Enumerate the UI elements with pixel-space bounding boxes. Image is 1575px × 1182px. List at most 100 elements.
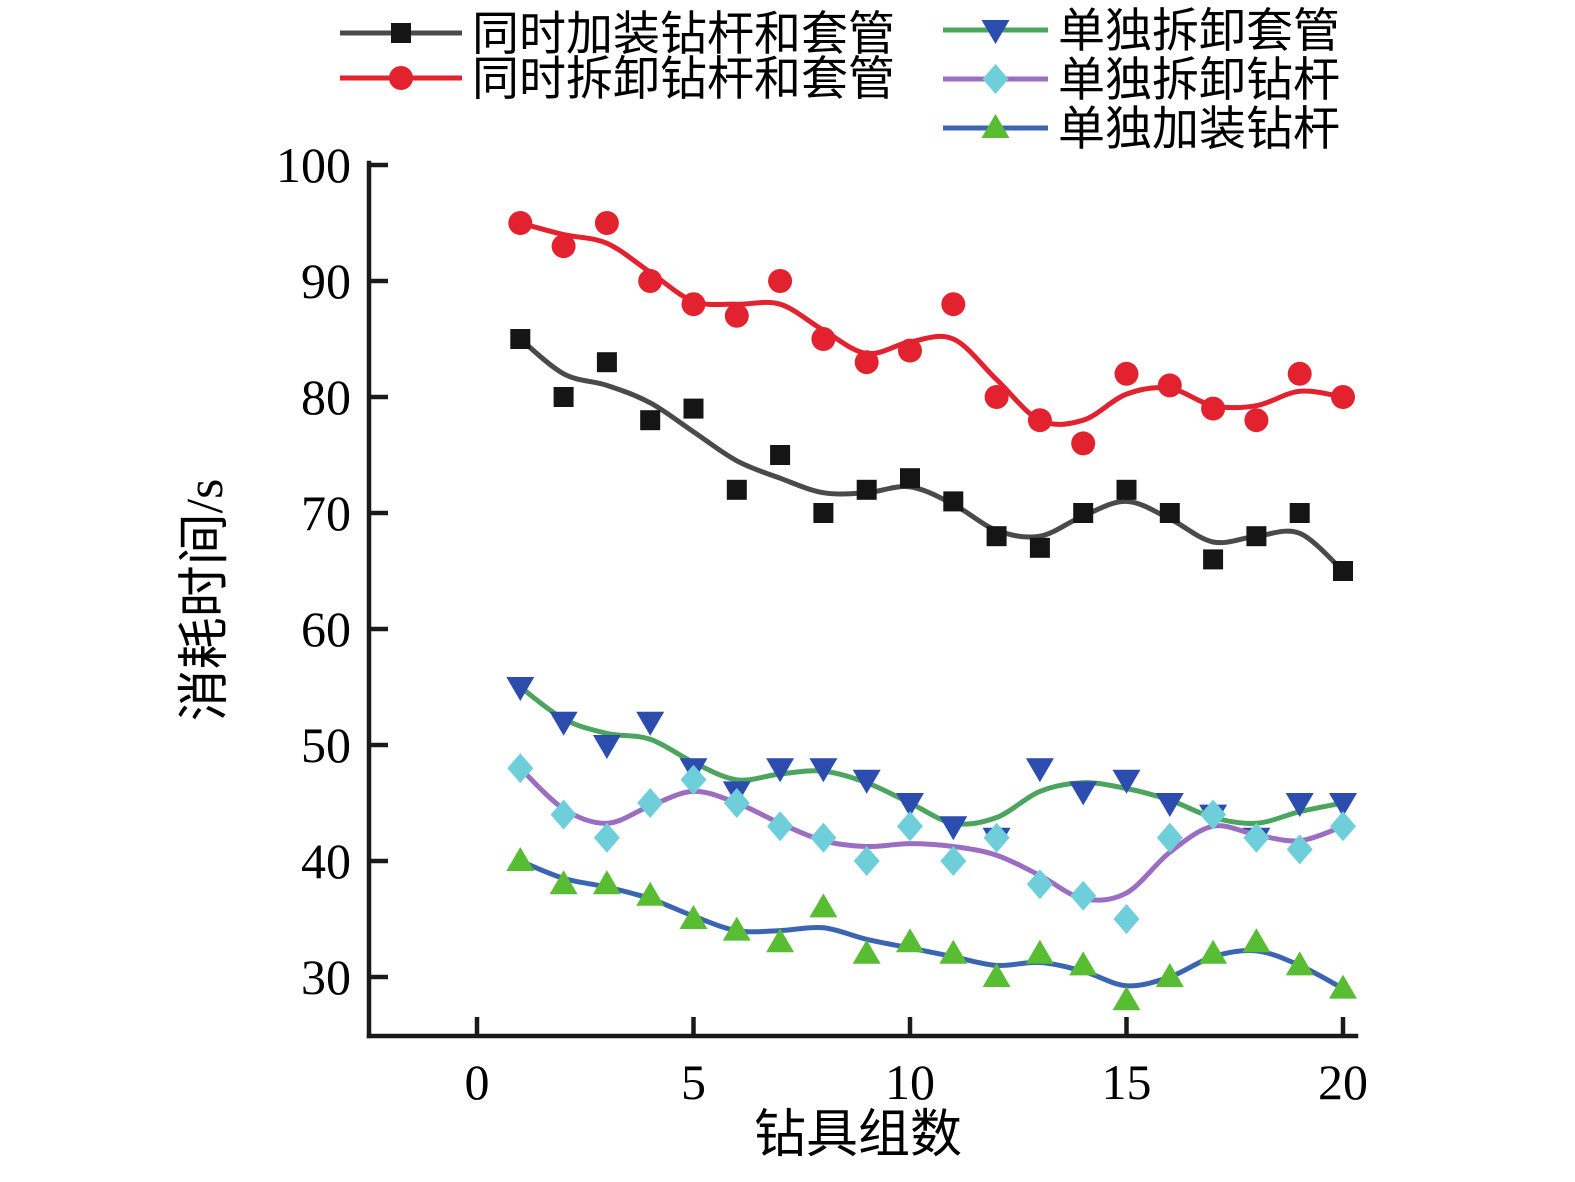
circle-marker [594, 211, 619, 235]
triangle-down-marker [766, 758, 795, 783]
x-tick-label: 20 [1318, 1054, 1368, 1110]
square-marker [770, 445, 791, 465]
circle-marker [1071, 431, 1096, 456]
legend-item-1: 同时拆卸钻杆和套管 [340, 54, 895, 106]
legend-item-2: 单独拆卸套管 [943, 6, 1340, 58]
y-tick-label: 30 [301, 949, 351, 1005]
circle-marker [1201, 396, 1226, 421]
triangle-up-marker [1329, 974, 1357, 999]
triangle-up-marker [1069, 951, 1098, 976]
circle-marker [551, 234, 576, 259]
triangle-up-marker [636, 881, 665, 906]
diamond-marker [897, 811, 923, 842]
circle-marker [1114, 361, 1139, 386]
triangle-down-marker [852, 769, 881, 794]
triangle-up-marker [1199, 939, 1228, 964]
triangle-up-marker [1112, 986, 1141, 1011]
diamond-marker [723, 788, 750, 818]
triangle-up-marker [896, 928, 924, 953]
x-tick-label: 0 [465, 1054, 490, 1110]
triangle-down-marker [1069, 781, 1098, 806]
square-marker [596, 352, 617, 373]
square-marker [683, 398, 704, 419]
circle-marker [638, 269, 663, 293]
legend-label: 单独拆卸套管 [1058, 6, 1340, 58]
triangle-down-marker [981, 20, 1010, 44]
x-axis-title: 钻具组数 [754, 1107, 962, 1164]
legend-label: 同时拆卸钻杆和套管 [472, 54, 895, 106]
legend-item-3: 单独拆卸钻杆 [943, 55, 1340, 107]
legend-label: 同时加装钻杆和套管 [472, 9, 895, 61]
circle-marker [508, 211, 533, 235]
circle-marker [1244, 408, 1269, 433]
square-marker [900, 468, 920, 489]
series-group [506, 211, 1357, 1011]
diamond-marker [767, 811, 794, 842]
square-marker [726, 479, 747, 500]
diamond-marker [1200, 799, 1227, 830]
series-line-1 [517, 220, 1346, 427]
diamond-marker [853, 846, 880, 876]
y-tick-label: 50 [301, 717, 351, 773]
triangle-up-marker [1155, 963, 1184, 987]
square-marker [943, 491, 964, 512]
circle-marker [811, 327, 836, 351]
triangle-down-marker [549, 711, 578, 736]
circle-marker [1331, 385, 1355, 409]
circle-marker [984, 385, 1009, 409]
square-marker [1159, 503, 1180, 523]
diamond-marker [1156, 822, 1183, 853]
circle-marker [1157, 373, 1182, 398]
square-marker [1073, 503, 1094, 523]
diamond-marker [1286, 834, 1313, 865]
triangle-up-marker [1285, 951, 1314, 976]
triangle-down-marker [939, 816, 968, 841]
triangle-up-marker [982, 963, 1011, 987]
triangle-up-marker [722, 916, 751, 941]
y-tick-label: 70 [301, 485, 351, 541]
diamond-marker [1243, 822, 1270, 853]
square-marker [553, 387, 574, 407]
triangle-down-marker [636, 711, 665, 736]
x-tick-label: 15 [1102, 1054, 1152, 1110]
diamond-marker [637, 788, 664, 818]
circle-marker [768, 269, 793, 293]
y-tick-label: 80 [301, 369, 351, 425]
square-marker [510, 329, 531, 349]
y-tick-label: 100 [276, 137, 351, 193]
diamond-marker [507, 753, 534, 784]
square-marker [856, 479, 877, 500]
triangle-up-marker [1025, 939, 1054, 964]
triangle-up-marker [981, 114, 1010, 138]
diamond-marker [983, 822, 1010, 853]
y-tick-label: 60 [301, 601, 351, 657]
square-marker [1203, 549, 1224, 570]
square-marker [986, 526, 1007, 547]
diamond-marker [1026, 869, 1053, 900]
series-line-0 [517, 336, 1346, 574]
triangle-up-marker [592, 870, 621, 895]
triangle-up-marker [939, 939, 968, 964]
square-marker [391, 23, 411, 43]
circle-marker [681, 292, 706, 317]
circle-marker [898, 338, 922, 363]
triangle-down-marker [896, 793, 924, 817]
square-marker [1029, 537, 1050, 558]
diamond-marker [1113, 904, 1140, 934]
triangle-down-marker [1155, 793, 1184, 817]
circle-marker [724, 303, 749, 328]
triangle-down-marker [1025, 758, 1054, 783]
triangle-down-marker [1112, 769, 1141, 794]
triangle-down-marker [1329, 793, 1357, 817]
diamond-marker [940, 846, 967, 876]
y-axis-title: 消耗时间/s [177, 479, 234, 722]
square-marker [1116, 479, 1137, 500]
diamond-marker [593, 822, 620, 853]
triangle-down-marker [506, 677, 535, 701]
square-marker [1333, 561, 1353, 581]
circle-marker [854, 350, 879, 375]
x-tick-label: 5 [681, 1054, 706, 1110]
triangle-up-marker [1242, 928, 1271, 953]
